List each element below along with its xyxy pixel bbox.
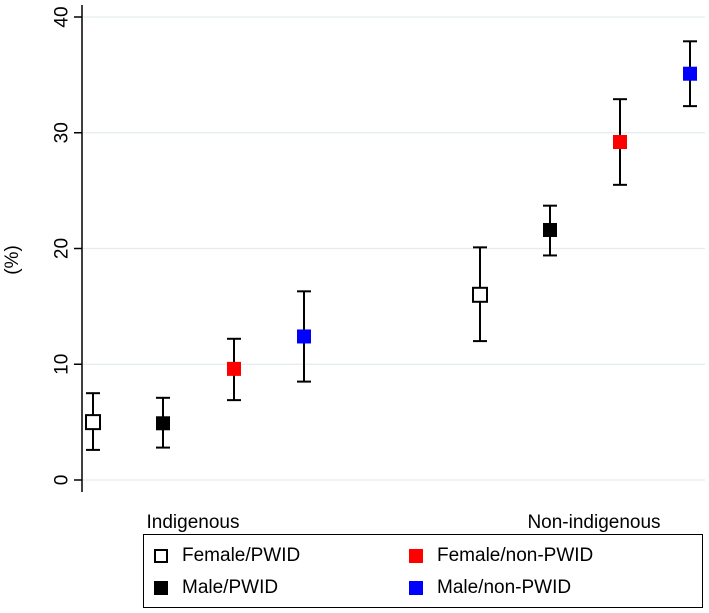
legend-item-female-pwid: Female/PWID bbox=[154, 545, 300, 567]
legend-label: Male/non-PWID bbox=[437, 577, 572, 598]
y-tick-label: 10 bbox=[52, 354, 73, 375]
legend: Female/PWID Female/non-PWID Male/PWID Ma… bbox=[143, 534, 703, 608]
data-point bbox=[156, 416, 170, 431]
legend-swatch-male-pwid bbox=[154, 581, 168, 595]
legend-swatch-female-non-pwid bbox=[409, 549, 423, 563]
legend-label: Female/PWID bbox=[182, 545, 301, 566]
legend-label: Male/PWID bbox=[182, 577, 279, 598]
y-tick-label: 30 bbox=[52, 122, 73, 143]
y-ticks: 0 10 20 30 40 bbox=[52, 6, 82, 486]
gridlines bbox=[83, 16, 705, 481]
data-point bbox=[85, 414, 101, 431]
data-marks bbox=[85, 40, 697, 451]
group-label-indigenous: Indigenous bbox=[147, 512, 240, 533]
data-point bbox=[297, 329, 311, 344]
legend-swatch-female-pwid bbox=[154, 549, 168, 563]
legend-item-female-non-pwid: Female/non-PWID bbox=[409, 545, 593, 567]
group-label-non-indigenous: Non-indigenous bbox=[527, 512, 660, 533]
legend-swatch-male-non-pwid bbox=[409, 581, 423, 595]
legend-item-male-pwid: Male/PWID bbox=[154, 577, 278, 599]
data-point bbox=[683, 66, 697, 81]
legend-item-male-non-pwid: Male/non-PWID bbox=[409, 577, 571, 599]
y-tick-label: 20 bbox=[52, 238, 73, 259]
data-point bbox=[543, 222, 557, 237]
y-axis-label: (%) bbox=[2, 245, 23, 275]
legend-label: Female/non-PWID bbox=[437, 545, 594, 566]
data-point bbox=[613, 135, 627, 150]
data-point bbox=[472, 286, 488, 303]
y-tick-label: 40 bbox=[52, 6, 73, 27]
data-point bbox=[227, 361, 241, 376]
y-tick-label: 0 bbox=[52, 475, 73, 486]
